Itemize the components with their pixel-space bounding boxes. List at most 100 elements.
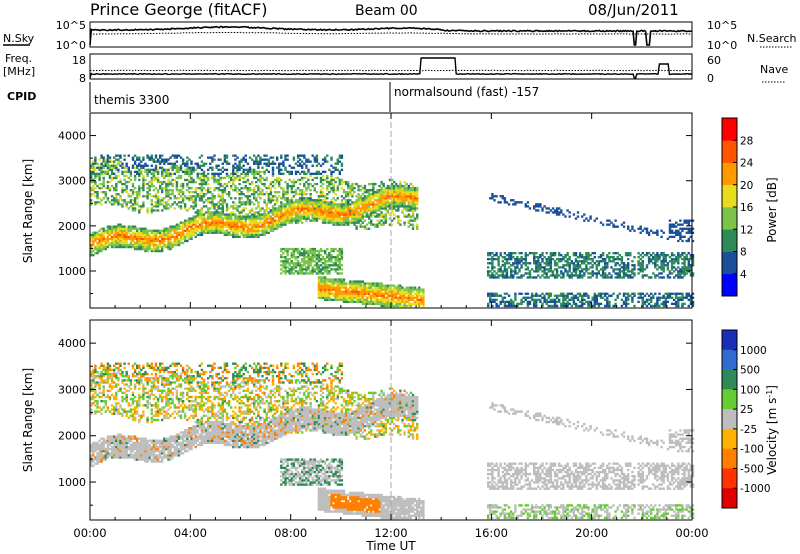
- power-pixel: [330, 286, 333, 289]
- power-pixel: [344, 217, 348, 220]
- power-pixel: [288, 217, 291, 220]
- power-pixel: [372, 207, 375, 210]
- power-pixel: [133, 237, 137, 241]
- power-pixel: [376, 286, 379, 289]
- power-pixel: [491, 294, 494, 297]
- power-pixel: [129, 178, 133, 182]
- power-pixel: [399, 191, 402, 194]
- power-pixel: [248, 187, 252, 190]
- power-pixel: [142, 182, 145, 186]
- power-pixel: [416, 197, 419, 200]
- power-pixel: [290, 270, 293, 273]
- power-pixel: [334, 260, 337, 263]
- power-pixel: [332, 201, 335, 204]
- power-pixel: [334, 256, 337, 259]
- power-pixel: [541, 302, 544, 306]
- power-pixel: [545, 292, 548, 295]
- power-pixel: [321, 193, 325, 196]
- power-pixel: [395, 288, 398, 291]
- freq-unit-label: [MHz]: [3, 65, 35, 78]
- power-pixel: [393, 184, 396, 188]
- power-pixel: [177, 233, 181, 237]
- power-pixel: [397, 197, 400, 200]
- power-pixel: [495, 252, 498, 255]
- power-pixel: [510, 270, 513, 273]
- power-pixel: [286, 266, 289, 269]
- power-pixel: [620, 298, 624, 302]
- power-pixel: [282, 215, 285, 218]
- power-pixel: [271, 174, 275, 178]
- power-pixel: [102, 176, 105, 180]
- power-pixel: [535, 294, 538, 297]
- power-pixel: [292, 158, 296, 161]
- power-pixel: [334, 213, 337, 216]
- power-pixel: [349, 189, 352, 192]
- power-pixel: [94, 231, 97, 234]
- power-pixel: [338, 298, 341, 302]
- power-pixel: [543, 276, 546, 279]
- power-pixel: [113, 197, 116, 200]
- power-pixel: [133, 225, 137, 228]
- power-pixel: [338, 217, 341, 220]
- power-pixel: [409, 290, 413, 293]
- power-pixel: [225, 174, 229, 178]
- power-pixel: [298, 262, 302, 265]
- power-pixel: [321, 296, 325, 299]
- power-pixel: [186, 170, 189, 174]
- power-pixel: [338, 290, 341, 293]
- power-pixel: [202, 227, 206, 230]
- power-pixel: [372, 182, 375, 186]
- power-pixel: [223, 201, 227, 204]
- power-pixel: [259, 162, 262, 165]
- power-pixel: [267, 199, 270, 202]
- power-pixel: [587, 254, 590, 257]
- power-pixel: [184, 170, 187, 174]
- power-pixel: [311, 258, 314, 261]
- power-pixel: [328, 211, 331, 214]
- power-pixel: [301, 266, 304, 269]
- power-pixel: [223, 199, 227, 202]
- power-pixel: [351, 294, 354, 297]
- power-pixel: [246, 162, 250, 165]
- power-pixel: [418, 302, 421, 306]
- power-pixel: [131, 164, 135, 167]
- power-pixel: [169, 156, 172, 159]
- power-pixel: [395, 296, 398, 299]
- power-pixel: [188, 197, 191, 200]
- power-pixel: [555, 274, 559, 277]
- power-pixel: [372, 211, 375, 214]
- power-pixel: [378, 197, 381, 200]
- power-pixel: [562, 266, 565, 269]
- power-pixel: [518, 302, 521, 306]
- power-pixel: [280, 268, 283, 271]
- power-pixel: [259, 233, 262, 237]
- power-pixel: [167, 243, 170, 247]
- power-pixel: [340, 223, 344, 226]
- power-pixel: [361, 203, 364, 206]
- power-pixel: [280, 254, 283, 257]
- power-pixel: [510, 304, 513, 308]
- power-pixel: [196, 166, 199, 169]
- power-pixel: [321, 178, 325, 182]
- power-pixel: [338, 260, 341, 263]
- power-pixel: [242, 221, 245, 224]
- power-pixel: [119, 227, 122, 230]
- power-pixel: [340, 249, 344, 253]
- power-pixel: [355, 207, 358, 210]
- power-pixel: [225, 172, 229, 176]
- power-pixel: [353, 211, 356, 214]
- power-pixel: [317, 292, 321, 295]
- power-pixel: [125, 201, 128, 204]
- power-pixel: [138, 193, 141, 196]
- power-pixel: [173, 178, 176, 182]
- power-pixel: [551, 270, 555, 273]
- power-pixel: [578, 304, 582, 308]
- power-pixel: [516, 276, 519, 279]
- power-pixel: [305, 197, 308, 200]
- power-pixel: [326, 266, 329, 269]
- power-pixel: [399, 304, 402, 308]
- power-pixel: [161, 160, 164, 163]
- power-pixel: [181, 162, 185, 165]
- power-pixel: [303, 191, 306, 194]
- power-pixel: [520, 201, 523, 204]
